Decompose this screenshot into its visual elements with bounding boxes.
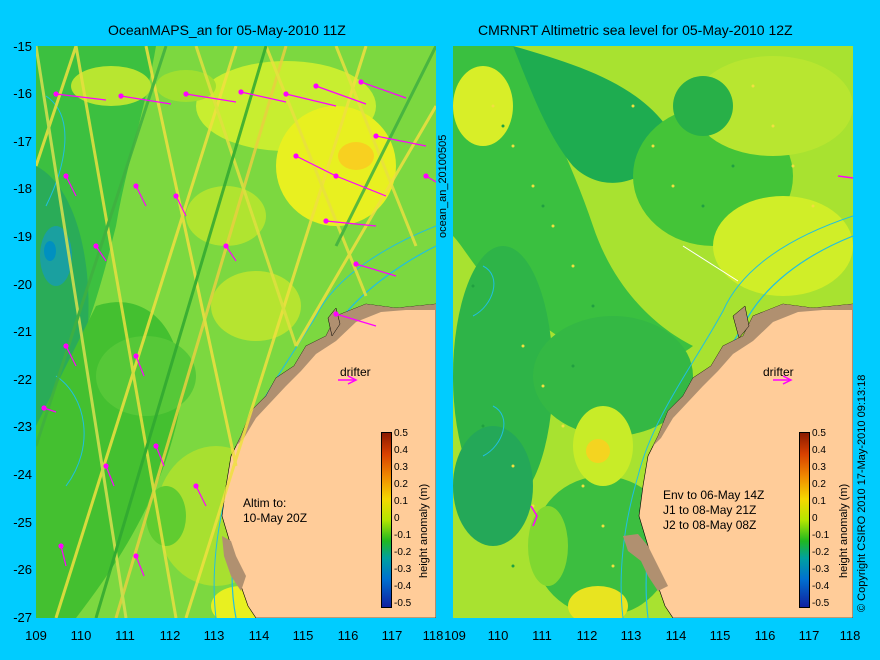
colorbar-label: 0.4 xyxy=(394,445,408,456)
model-run-label: ocean_an_20100505 xyxy=(437,134,449,238)
colorbar-label: 0.3 xyxy=(812,462,826,473)
right-altimetry-annotation: Env to 06-May 14Z J1 to 08-May 21Z J2 to… xyxy=(663,488,765,532)
left-map-title: OceanMAPS_an for 05-May-2010 11Z xyxy=(108,22,346,38)
colorbar-label: 0.4 xyxy=(812,445,826,456)
x-tick-label: 115 xyxy=(709,628,731,643)
left-altimetry-annotation: Altim to: 10-May 20Z xyxy=(243,496,308,525)
right-colorbar-title: height anomaly (m) xyxy=(838,483,850,578)
x-tick-label: 112 xyxy=(576,628,598,643)
x-tick-label: 116 xyxy=(337,628,359,643)
left-colorbar-title: height anomaly (m) xyxy=(418,483,430,578)
x-tick-label: 118 xyxy=(422,628,444,643)
colorbar-label: -0.3 xyxy=(812,564,830,575)
x-tick-label: 117 xyxy=(798,628,820,643)
y-tick-label: -25 xyxy=(13,515,32,530)
copyright-text: © Copyright CSIRO 2010 17-May-2010 09:13… xyxy=(856,374,868,612)
x-tick-label: 111 xyxy=(115,628,135,643)
y-tick-label: -23 xyxy=(13,419,32,434)
y-tick-label: -18 xyxy=(13,181,32,196)
right-map-title: CMRNRT Altimetric sea level for 05-May-2… xyxy=(478,22,793,38)
x-tick-label: 117 xyxy=(381,628,403,643)
colorbar-label: -0.3 xyxy=(394,564,412,575)
x-tick-label: 118 xyxy=(839,628,861,643)
colorbar-label: -0.2 xyxy=(812,547,830,558)
left-map-panel xyxy=(36,46,436,618)
colorbar-label: 0 xyxy=(394,513,400,524)
right-drifter-label: drifter xyxy=(763,365,794,379)
colorbar-label: 0.2 xyxy=(812,479,826,490)
x-tick-label: 113 xyxy=(203,628,225,643)
x-tick-label: 109 xyxy=(444,628,466,643)
y-tick-label: -19 xyxy=(13,229,32,244)
y-tick-label: -15 xyxy=(13,39,32,54)
right-colorbar xyxy=(799,432,810,608)
colorbar-label: 0.3 xyxy=(394,462,408,473)
y-tick-label: -27 xyxy=(13,610,32,625)
x-tick-label: 115 xyxy=(292,628,314,643)
right-map-graphic xyxy=(453,46,853,618)
colorbar-label: 0.5 xyxy=(394,428,408,439)
x-tick-label: 114 xyxy=(665,628,687,643)
y-tick-label: -26 xyxy=(13,562,32,577)
x-tick-label: 110 xyxy=(487,628,509,643)
x-tick-label: 109 xyxy=(25,628,47,643)
colorbar-label: -0.4 xyxy=(812,581,830,592)
left-drifter-label: drifter xyxy=(340,365,371,379)
colorbar-label: -0.1 xyxy=(812,530,830,541)
colorbar-label: -0.1 xyxy=(394,530,412,541)
colorbar-label: -0.5 xyxy=(394,598,412,609)
colorbar-label: -0.4 xyxy=(394,581,412,592)
x-tick-label: 116 xyxy=(754,628,776,643)
colorbar-label: 0.1 xyxy=(394,496,408,507)
y-tick-label: -17 xyxy=(13,134,32,149)
left-map-graphic xyxy=(36,46,436,618)
colorbar-label: -0.5 xyxy=(812,598,830,609)
colorbar-label: 0.5 xyxy=(812,428,826,439)
y-tick-label: -21 xyxy=(13,324,32,339)
x-tick-label: 113 xyxy=(620,628,642,643)
x-tick-label: 110 xyxy=(70,628,92,643)
x-tick-label: 114 xyxy=(248,628,270,643)
y-tick-label: -22 xyxy=(13,372,32,387)
colorbar-label: 0.2 xyxy=(394,479,408,490)
y-tick-label: -20 xyxy=(13,277,32,292)
colorbar-label: 0.1 xyxy=(812,496,826,507)
x-tick-label: 112 xyxy=(159,628,181,643)
colorbar-label: 0 xyxy=(812,513,818,524)
x-tick-label: 111 xyxy=(532,628,552,643)
right-map-panel xyxy=(453,46,853,618)
colorbar-label: -0.2 xyxy=(394,547,412,558)
left-colorbar xyxy=(381,432,392,608)
y-tick-label: -24 xyxy=(13,467,32,482)
y-tick-label: -16 xyxy=(13,86,32,101)
